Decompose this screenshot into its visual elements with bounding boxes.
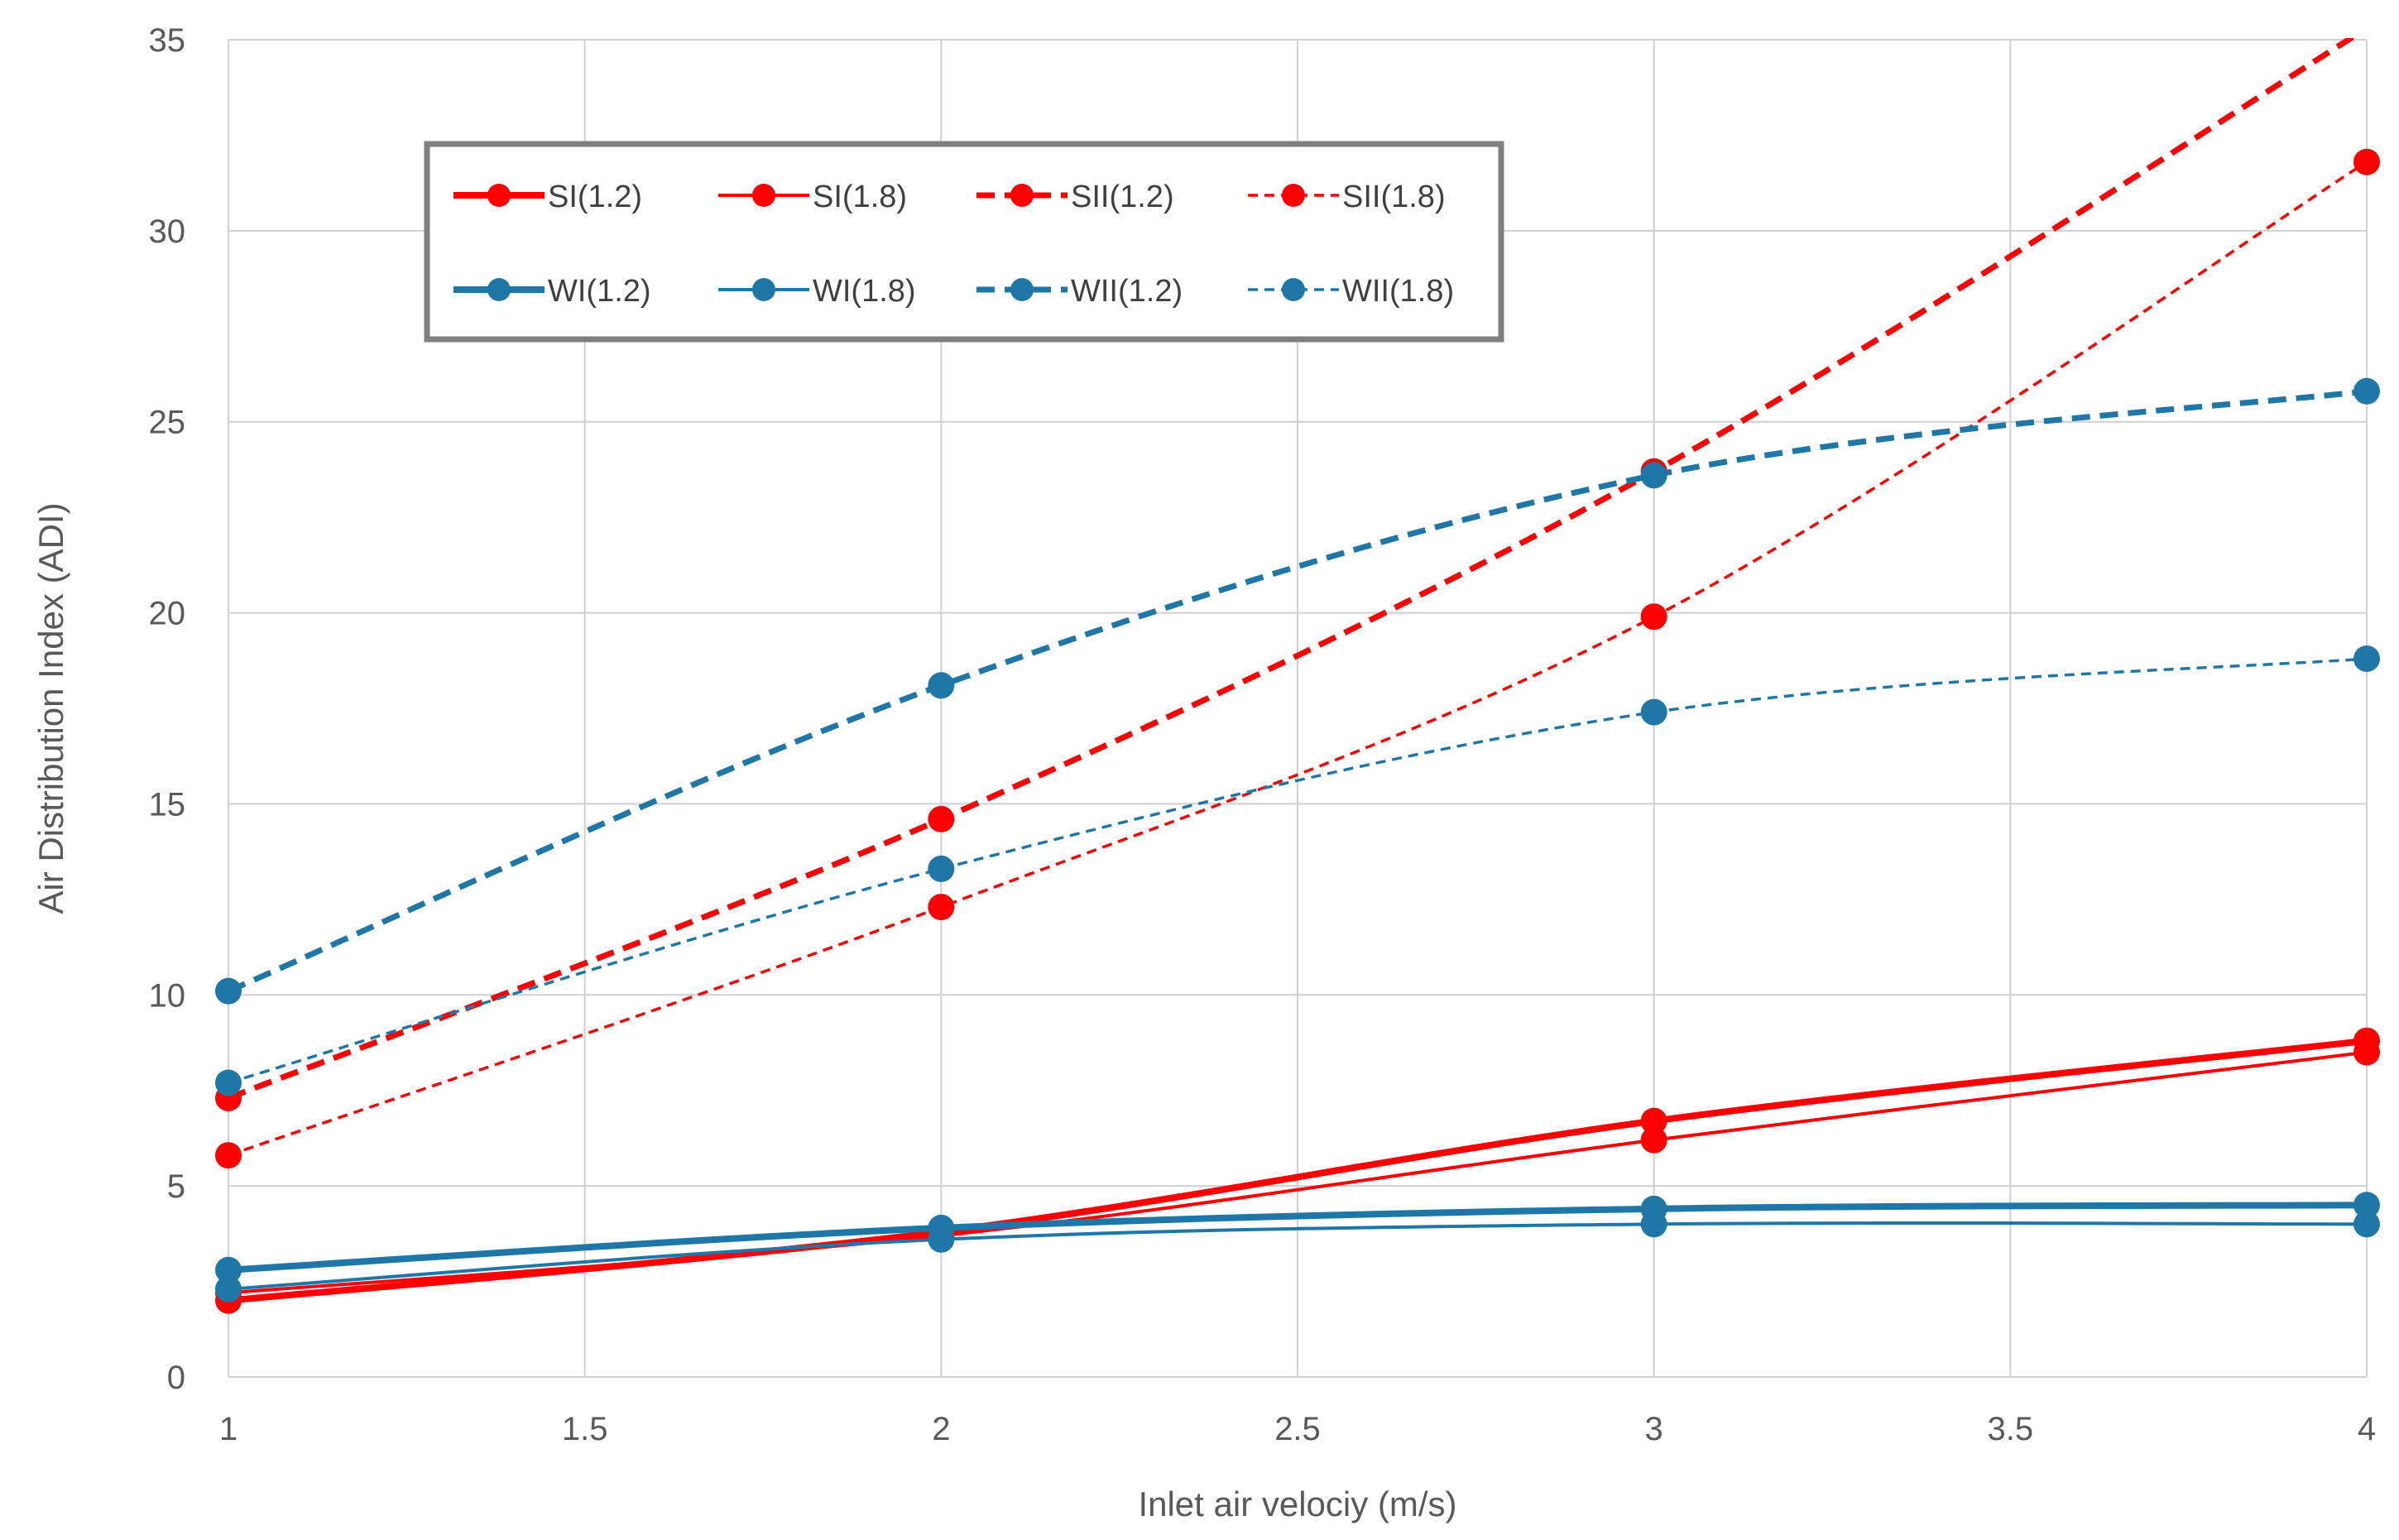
series-line-si-1-2 [228, 1037, 2368, 1304]
legend-item-sii-1-8: SII(1.8) [1248, 180, 1446, 214]
legend-label: SI(1.8) [813, 180, 907, 214]
legend-label: WII(1.8) [1342, 274, 1454, 309]
data-point-si-1-8 [1640, 1126, 1667, 1154]
legend-item-wii-1-8: WII(1.8) [1248, 274, 1454, 309]
data-point-sii-1-8 [2353, 148, 2380, 175]
data-point-wii-1-8 [1640, 698, 1667, 726]
y-tick-label: 20 [149, 596, 186, 632]
legend-swatch-marker [1010, 278, 1034, 301]
legend-swatch-marker [752, 278, 775, 301]
legend-item-wi-1-2: WI(1.2) [453, 274, 651, 309]
y-tick-label: 30 [149, 213, 186, 250]
y-axis-title: Air Distribution Index (ADI) [31, 502, 70, 914]
data-point-sii-1-8 [928, 894, 955, 921]
data-point-wi-1-8 [928, 1226, 955, 1253]
legend-item-si-1-2: SI(1.2) [453, 180, 642, 214]
legend-box [424, 141, 1504, 343]
legend-label: WI(1.2) [548, 274, 651, 309]
legend-label: SII(1.8) [1342, 180, 1446, 214]
legend-swatch-marker [752, 184, 775, 207]
data-point-sii-1-8 [1640, 603, 1667, 631]
series-layer [227, 38, 2368, 1304]
y-tick-label: 10 [149, 977, 186, 1014]
x-tick-label: 3 [1645, 1411, 1663, 1447]
series-line-sii-1-2 [227, 38, 2357, 1101]
legend-item-wii-1-2: WII(1.2) [976, 274, 1183, 309]
x-tick-label: 1 [219, 1411, 238, 1447]
data-point-wii-1-2 [928, 672, 955, 699]
y-tick-label: 0 [167, 1360, 185, 1396]
legend-item-sii-1-2: SII(1.2) [976, 180, 1174, 214]
data-point-si-1-2 [1640, 1107, 1667, 1135]
data-point-wii-1-8 [215, 1069, 242, 1096]
legend-swatch-marker [487, 278, 511, 301]
x-tick-label: 4 [2358, 1411, 2376, 1447]
series-line-sii-1-8 [228, 161, 2368, 1157]
data-point-wi-1-2 [2353, 1192, 2380, 1219]
legend-item-wi-1-8: WI(1.8) [718, 274, 916, 309]
legend-swatch-marker [487, 184, 511, 207]
x-axis-title: Inlet air velociy (m/s) [1138, 1485, 1456, 1523]
marker-layer [215, 148, 2380, 1314]
legend-label: SI(1.2) [548, 180, 642, 214]
legend-label: WII(1.2) [1071, 274, 1183, 309]
data-point-si-1-8 [2353, 1039, 2380, 1066]
data-point-wi-1-2 [215, 1256, 242, 1283]
data-point-sii-1-2 [928, 805, 955, 832]
x-tick-label: 2.5 [1274, 1411, 1321, 1447]
y-tick-label: 5 [167, 1168, 185, 1205]
data-point-sii-1-8 [215, 1142, 242, 1169]
series-line-wii-1-8 [228, 657, 2368, 1085]
series-line-wii-1-2 [227, 388, 2368, 994]
tick-labels: 0 5 10 15 20 25 30 35 1 1.5 2 2.5 3 3.5 4 [149, 22, 2377, 1447]
data-point-wii-1-2 [2353, 377, 2380, 405]
data-point-wi-1-8 [215, 1275, 242, 1303]
y-tick-label: 25 [149, 405, 186, 441]
legend-item-si-1-8: SI(1.8) [718, 180, 907, 214]
data-point-wi-1-8 [2353, 1211, 2380, 1238]
series-line-wi-1-2 [228, 1202, 2368, 1274]
series-line-wi-1-8 [228, 1221, 2368, 1291]
x-tick-label: 3.5 [1988, 1411, 2034, 1447]
legend-swatch-marker [1282, 278, 1305, 301]
series-line-si-1-8 [228, 1050, 2368, 1295]
data-point-wii-1-8 [2353, 645, 2380, 672]
data-point-wii-1-2 [1640, 462, 1667, 489]
legend-swatch-marker [1010, 184, 1034, 207]
y-tick-label: 15 [149, 786, 186, 823]
legend-swatch-marker [1282, 184, 1305, 207]
y-tick-label: 35 [149, 22, 186, 59]
legend-label: SII(1.2) [1071, 180, 1174, 214]
legend-label: WI(1.8) [813, 274, 916, 309]
x-tick-label: 2 [932, 1411, 950, 1447]
grid-lines [228, 39, 2368, 1378]
x-tick-label: 1.5 [562, 1411, 608, 1447]
legend: SI(1.2) SI(1.8) SII(1.2) SII(1.8) WI(1.2) WI(… [424, 141, 1504, 343]
data-point-wii-1-2 [215, 977, 242, 1005]
data-point-wii-1-8 [928, 855, 955, 882]
data-point-wi-1-8 [1640, 1211, 1667, 1238]
